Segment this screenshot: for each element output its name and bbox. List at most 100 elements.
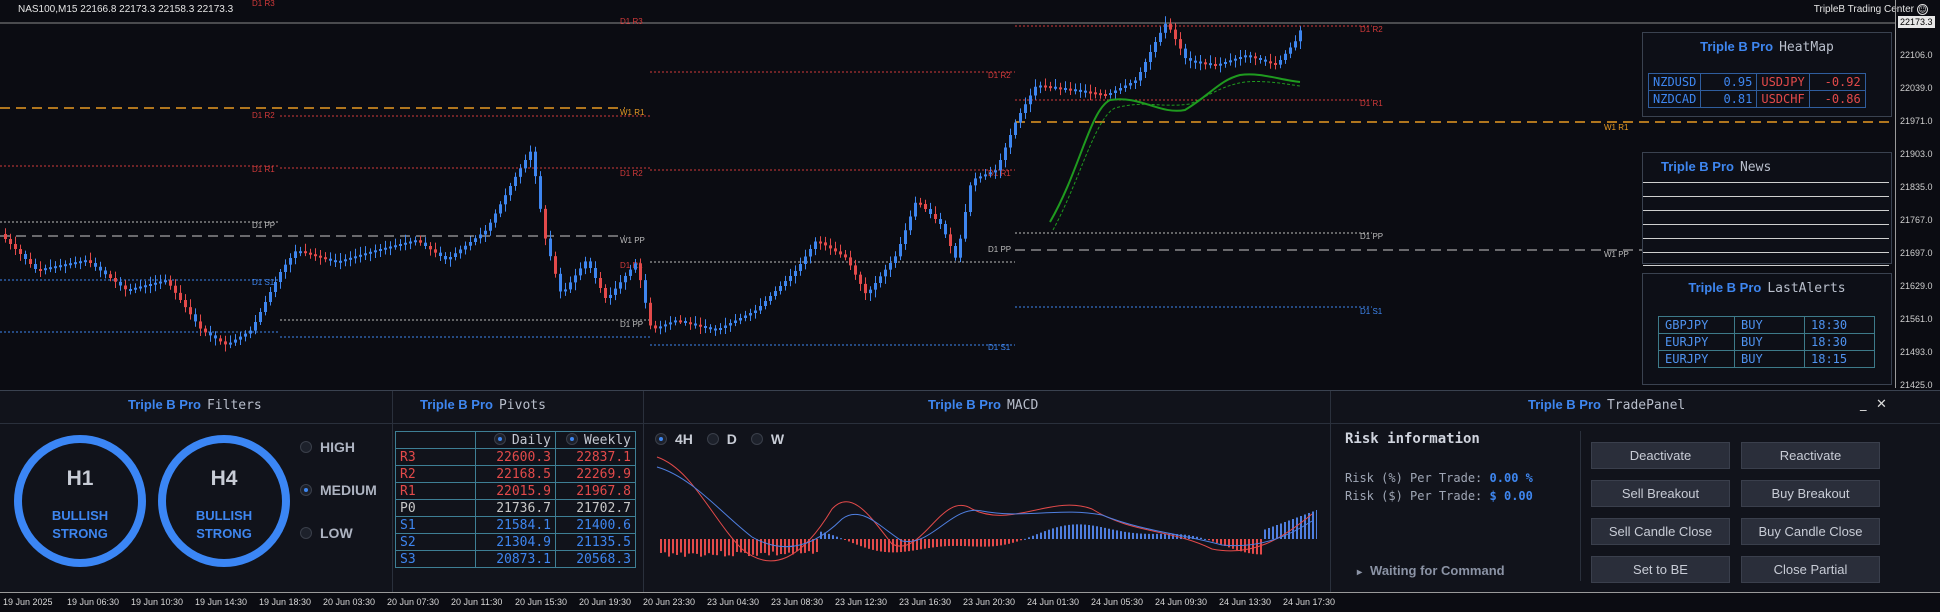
bearish-candle [864, 283, 867, 294]
macd-histogram-bar [836, 536, 838, 539]
tf-radio-w[interactable] [750, 433, 763, 445]
alert-time: 18:30 [1804, 333, 1875, 351]
pivot-name: R3 [395, 448, 476, 466]
price-chart[interactable]: W1 R1 W1 R1 W1 PP W1 PP D1 R2 D1 R1 D1 PP D1 S1… [0, 0, 1940, 390]
bullish-candle [469, 242, 472, 246]
weekly-radio[interactable] [566, 432, 579, 445]
pivot-level-label: D1 R2 [252, 111, 275, 120]
bullish-candle [724, 325, 727, 328]
time-tick-label: 24 Jun 09:30 [1155, 597, 1208, 607]
bullish-candle [1014, 122, 1017, 135]
price-tick-label: 21971.0 [1900, 116, 1933, 126]
macd-histogram-bar [996, 539, 998, 546]
bullish-candle [249, 330, 252, 334]
bullish-candle [1289, 47, 1292, 54]
bullish-candle [629, 269, 632, 276]
bullish-candle [1024, 104, 1027, 113]
time-axis: 19 Jun 2025 19 Jun 06:30 19 Jun 10:30 19 Ju… [0, 592, 1940, 612]
deactivate-button[interactable]: Deactivate [1591, 442, 1730, 469]
alert-time: 18:15 [1804, 350, 1875, 368]
pivot-row: P0 21736.7 21702.7 [395, 499, 636, 517]
bullish-candle [764, 301, 767, 306]
macd-histogram-bar [1092, 525, 1094, 539]
macd-histogram-bar [952, 539, 954, 546]
buy-candle-close-button[interactable]: Buy Candle Close [1741, 518, 1880, 545]
tf-radio-d[interactable] [706, 433, 719, 445]
pivots-title: Triple B Pro Pivots [420, 397, 546, 413]
pivot-name: R1 [395, 482, 476, 500]
macd-histogram-bar [828, 533, 830, 539]
radio-button[interactable] [300, 441, 312, 453]
alerts-brand: Triple B Pro [1688, 280, 1762, 295]
news-panel[interactable]: Triple B Pro News [1642, 152, 1892, 266]
news-row [1643, 252, 1889, 266]
bullish-candle [334, 260, 337, 263]
macd-histogram-bar [688, 539, 690, 554]
bullish-candle [814, 241, 817, 249]
bullish-candle [959, 238, 962, 258]
bullish-candle [404, 242, 407, 245]
bullish-candle [669, 322, 672, 325]
radio-button[interactable] [300, 527, 312, 539]
bullish-candle [414, 240, 417, 243]
pivot-weekly-value: 22837.1 [555, 448, 636, 466]
filter-high-option[interactable]: HIGH [300, 439, 355, 455]
weekly-column-header[interactable]: Weekly [555, 431, 636, 449]
tf-radio-4h[interactable] [655, 433, 667, 445]
minimize-icon[interactable]: _ [1860, 397, 1867, 412]
pivots-table: Daily Weekly R3 22600.3 22837.1 R2 22168.5 22… [395, 431, 636, 568]
close-icon[interactable]: ✕ [1876, 397, 1887, 412]
macd-histogram-bar [948, 539, 950, 547]
macd-histogram-bar [692, 539, 694, 554]
bearish-candle [834, 248, 837, 252]
heatmap-pair: NZDCAD [1647, 90, 1702, 108]
heatmap-pair: USDCHF [1756, 90, 1810, 108]
bearish-candle [819, 241, 822, 244]
macd-histogram-bar [936, 539, 938, 547]
macd-histogram-bar [1280, 523, 1282, 539]
bearish-candle [19, 249, 22, 254]
sell-breakout-button[interactable]: Sell Breakout [1591, 480, 1730, 507]
time-tick-label: 20 Jun 15:30 [515, 597, 568, 607]
time-tick-label: 20 Jun 03:30 [323, 597, 376, 607]
set-to-be-button[interactable]: Set to BE [1591, 556, 1730, 583]
bullish-candle [624, 275, 627, 283]
daily-label: Daily [511, 432, 551, 448]
macd-histogram-bar [1312, 511, 1314, 539]
bullish-candle [999, 160, 1002, 171]
buy-breakout-button[interactable]: Buy Breakout [1741, 480, 1880, 507]
pivot-level-label: D1 R3 [252, 0, 275, 8]
bullish-candle [1139, 72, 1142, 81]
bullish-candle [874, 283, 877, 290]
daily-column-header[interactable]: Daily [475, 431, 556, 449]
macd-timeframe-selector[interactable]: 4H D W [655, 431, 794, 447]
reactivate-button[interactable]: Reactivate [1741, 442, 1880, 469]
daily-radio[interactable] [493, 432, 506, 445]
bullish-candle [284, 264, 287, 272]
heatmap-panel[interactable]: Triple B Pro HeatMap NZDUSD 0.95 USDJPY -… [1642, 32, 1892, 117]
close-partial-button[interactable]: Close Partial [1741, 556, 1880, 583]
pivot-weekly-value: 21135.5 [555, 533, 636, 551]
chart-canvas[interactable]: W1 R1 W1 R1 W1 PP W1 PP D1 R2 D1 R1 D1 PP D1 S1… [0, 0, 1940, 388]
macd-histogram-bar [1024, 538, 1026, 540]
title-divider [0, 423, 1940, 424]
macd-histogram-bar [1028, 537, 1030, 539]
radio-button-selected[interactable] [300, 484, 312, 496]
macd-histogram-bar [728, 539, 730, 556]
macd-histogram-bar [852, 539, 854, 544]
bearish-candle [429, 246, 432, 250]
macd-histogram-bar [1200, 537, 1202, 539]
price-tick-label: 21493.0 [1900, 347, 1933, 357]
macd-histogram-bar [708, 539, 710, 554]
alerts-panel[interactable]: Triple B Pro LastAlerts GBPJPY BUY 18:30 … [1642, 273, 1892, 385]
bullish-candle [984, 174, 987, 177]
bearish-candle [649, 302, 652, 326]
filter-low-option[interactable]: LOW [300, 525, 353, 541]
macd-histogram-bar [1068, 524, 1070, 539]
filter-medium-option[interactable]: MEDIUM [300, 482, 377, 498]
time-tick-label: 24 Jun 17:30 [1283, 597, 1336, 607]
sell-candle-close-button[interactable]: Sell Candle Close [1591, 518, 1730, 545]
pivot-daily-value: 20873.1 [475, 550, 556, 568]
time-tick-label: 20 Jun 07:30 [387, 597, 440, 607]
macd-histogram-bar [760, 539, 762, 554]
